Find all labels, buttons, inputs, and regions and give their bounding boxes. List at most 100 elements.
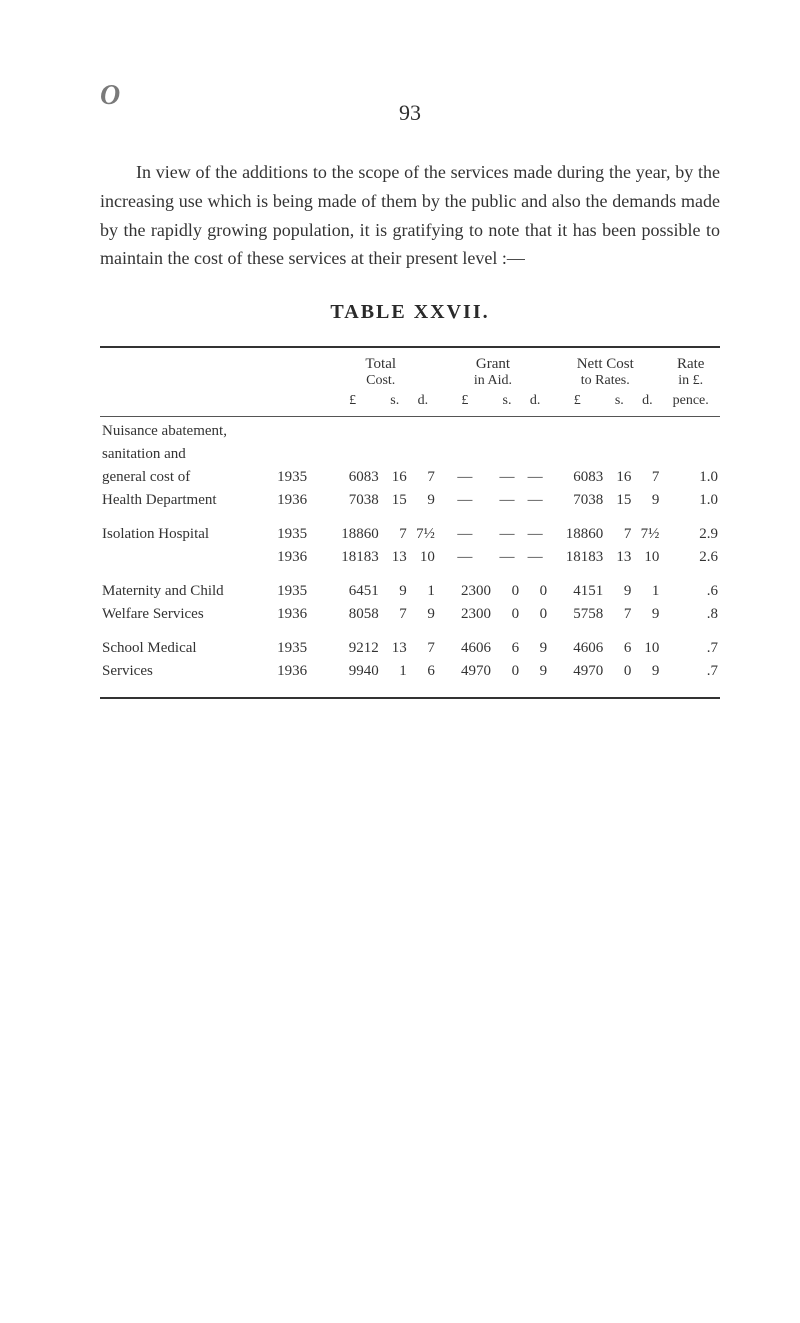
cell — [437, 443, 493, 466]
cell: — — [437, 512, 493, 546]
table-row: sanitation and — [100, 443, 720, 466]
cell: 15 — [381, 489, 409, 512]
unit-nett-s: s. — [605, 393, 633, 413]
cell: 1.0 — [661, 489, 720, 512]
binding-mark: O — [100, 80, 120, 112]
header-grant: Grant — [437, 352, 549, 373]
unit-grant-s: s. — [493, 393, 521, 413]
cell: 9 — [521, 660, 549, 683]
cell: 13 — [381, 546, 409, 569]
cell — [409, 420, 437, 443]
table-title: TABLE XXVII. — [100, 301, 720, 324]
cell: 7½ — [409, 512, 437, 546]
cell: — — [521, 489, 549, 512]
cell: 9 — [521, 626, 549, 660]
cost-table: Total Grant Nett Cost Rate Cost. in Aid.… — [100, 352, 720, 683]
cell: — — [437, 466, 493, 489]
cell: 1.0 — [661, 466, 720, 489]
cell: 7 — [381, 512, 409, 546]
cell: 9940 — [325, 660, 381, 683]
row-label: Isolation Hospital — [100, 512, 273, 546]
cell: 1935 — [273, 466, 324, 489]
cell: 18860 — [325, 512, 381, 546]
subheader-grant: in Aid. — [437, 373, 549, 393]
cell: 9 — [605, 569, 633, 603]
cell: — — [493, 466, 521, 489]
table-row: School Medical193592121374606694606610.7 — [100, 626, 720, 660]
cell — [381, 443, 409, 466]
cell: — — [493, 546, 521, 569]
cell — [549, 443, 605, 466]
cell: 0 — [493, 603, 521, 626]
cell — [273, 443, 324, 466]
row-label: Health Department — [100, 489, 273, 512]
unit-grant-d: d. — [521, 393, 549, 413]
header-nett: Nett Cost — [549, 352, 661, 373]
cell: .7 — [661, 660, 720, 683]
page: O 93 In view of the additions to the sco… — [0, 0, 800, 1323]
cell: .8 — [661, 603, 720, 626]
cell — [437, 420, 493, 443]
table-head: Total Grant Nett Cost Rate Cost. in Aid.… — [100, 352, 720, 413]
table-row: general cost of19356083167———60831671.0 — [100, 466, 720, 489]
rule-top — [100, 346, 720, 348]
cell: .6 — [661, 569, 720, 603]
cell: 7½ — [633, 512, 661, 546]
row-label: Welfare Services — [100, 603, 273, 626]
cell: 1 — [409, 569, 437, 603]
cell: 7038 — [325, 489, 381, 512]
page-number: 93 — [100, 100, 720, 126]
cell: — — [521, 546, 549, 569]
cell: 6 — [493, 626, 521, 660]
cell: 1 — [633, 569, 661, 603]
cell — [381, 420, 409, 443]
row-label: sanitation and — [100, 443, 273, 466]
subheader-rate: in £. — [661, 373, 720, 393]
cell: 10 — [409, 546, 437, 569]
cell — [521, 420, 549, 443]
header-total: Total — [325, 352, 437, 373]
cell — [605, 420, 633, 443]
table-wrapper: Total Grant Nett Cost Rate Cost. in Aid.… — [100, 346, 720, 699]
cell — [325, 443, 381, 466]
cell: — — [437, 546, 493, 569]
cell: 4151 — [549, 569, 605, 603]
cell: 16 — [381, 466, 409, 489]
cell: 9 — [381, 569, 409, 603]
row-label: Services — [100, 660, 273, 683]
cell — [493, 420, 521, 443]
cell: 13 — [381, 626, 409, 660]
cell: — — [521, 466, 549, 489]
cell: 1935 — [273, 569, 324, 603]
cell: 9 — [409, 489, 437, 512]
cell: 18183 — [325, 546, 381, 569]
cell — [661, 443, 720, 466]
cell — [549, 420, 605, 443]
cell: 2300 — [437, 569, 493, 603]
table-row: 1936181831310———1818313102.6 — [100, 546, 720, 569]
subheader-total: Cost. — [325, 373, 437, 393]
unit-rate: pence. — [661, 393, 720, 413]
subheader-nett: to Rates. — [549, 373, 661, 393]
cell: 9 — [409, 603, 437, 626]
cell — [633, 420, 661, 443]
cell: — — [493, 512, 521, 546]
cell — [521, 443, 549, 466]
cell: 6083 — [549, 466, 605, 489]
cell — [273, 420, 324, 443]
cell: 1936 — [273, 660, 324, 683]
cell: 1936 — [273, 489, 324, 512]
cell: 6 — [409, 660, 437, 683]
row-label: Nuisance abatement, — [100, 420, 273, 443]
table-row: Nuisance abatement, — [100, 420, 720, 443]
cell: 6451 — [325, 569, 381, 603]
cell: 0 — [521, 603, 549, 626]
cell: 15 — [605, 489, 633, 512]
cell: 1936 — [273, 546, 324, 569]
cell: 9212 — [325, 626, 381, 660]
row-label — [100, 546, 273, 569]
cell: .7 — [661, 626, 720, 660]
cell: 7 — [409, 466, 437, 489]
header-rate: Rate — [661, 352, 720, 373]
cell: 9 — [633, 660, 661, 683]
